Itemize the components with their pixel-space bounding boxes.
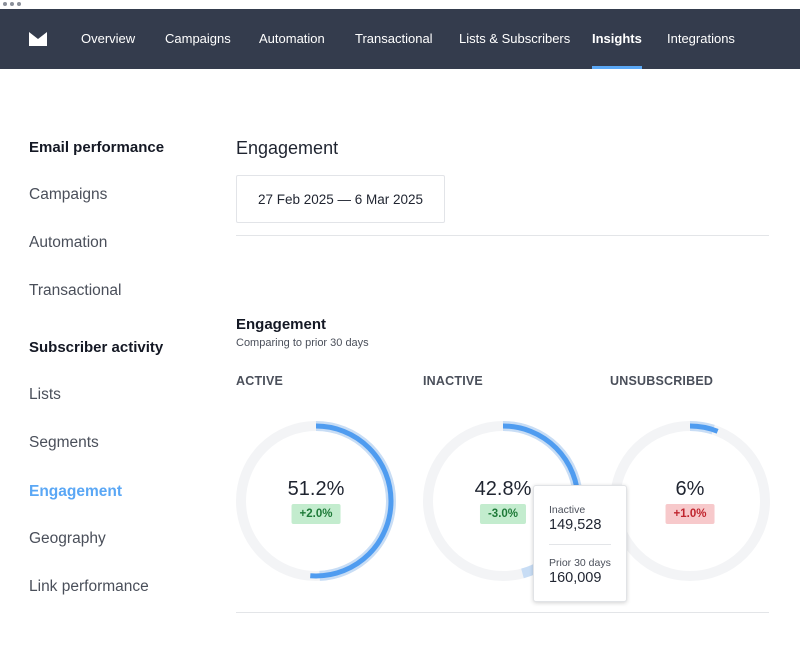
divider [236,235,769,236]
active-tab-indicator [592,66,642,69]
envelope-logo-icon[interactable] [29,32,47,46]
metric-label-unsubscribed: UNSUBSCRIBED [610,374,714,388]
metric-label-inactive: INACTIVE [423,374,483,388]
sidebar-item-engagement[interactable]: Engagement [29,483,123,500]
change-badge: +1.0% [665,504,715,524]
nav-overview[interactable]: Overview [81,31,136,46]
ring-current [238,423,394,579]
ring-track [610,421,770,581]
change-badge: +2.0% [291,504,341,524]
section-title: Engagement [236,316,327,333]
nav-insights-label: Insights [592,31,642,46]
section-subtitle: Comparing to prior 30 days [236,337,369,349]
metric-percent: 51.2% [287,478,345,500]
sidebar-item-segments[interactable]: Segments [29,434,99,451]
sidebar-item-transactional[interactable]: Transactional [29,282,122,299]
sidebar-item-lists[interactable]: Lists [29,386,61,403]
tooltip-prior-label: Prior 30 days [549,557,611,569]
bottom-divider [236,612,769,613]
metric-percent: 42.8% [474,478,532,500]
donut-active[interactable]: 51.2% +2.0% [236,421,396,581]
metric-label-active: ACTIVE [236,374,284,388]
date-range-text: 27 Feb 2025 — 6 Mar 2025 [257,191,424,207]
donut-unsubscribed[interactable]: 6% +1.0% [610,421,770,581]
tooltip-current-value: 149,528 [549,517,602,533]
date-range-picker[interactable]: 27 Feb 2025 — 6 Mar 2025 [236,175,445,223]
nav-integrations[interactable]: Integrations [667,31,735,46]
donut-chart-svg [236,421,396,581]
donut-chart-svg [610,421,770,581]
tooltip-prior-value: 160,009 [549,570,602,586]
nav-automation[interactable]: Automation [259,31,325,46]
nav-lists-subscribers[interactable]: Lists & Subscribers [459,31,571,46]
sidebar-heading-email-performance: Email performance [29,139,165,156]
page-title: Engagement [236,138,339,158]
sidebar-item-campaigns[interactable]: Campaigns [29,186,108,203]
metric-percent: 6% [675,478,705,500]
nav-insights[interactable]: Insights [592,9,642,69]
sidebar-item-automation[interactable]: Automation [29,234,108,251]
tooltip-divider [549,544,611,545]
nav-transactional[interactable]: Transactional [355,31,433,46]
top-navigation: Overview Campaigns Automation Transactio… [0,9,800,69]
sidebar-heading-subscriber-activity: Subscriber activity [29,339,164,356]
tooltip-current-label: Inactive [549,504,586,516]
sidebar-item-link-performance[interactable]: Link performance [29,578,149,595]
nav-campaigns[interactable]: Campaigns [165,31,231,46]
change-badge: -3.0% [479,504,527,524]
ring-current [612,423,768,579]
window-dots [3,0,21,8]
engagement-tooltip: Inactive 149,528 Prior 30 days 160,009 [533,485,627,602]
sidebar-item-geography[interactable]: Geography [29,530,106,547]
